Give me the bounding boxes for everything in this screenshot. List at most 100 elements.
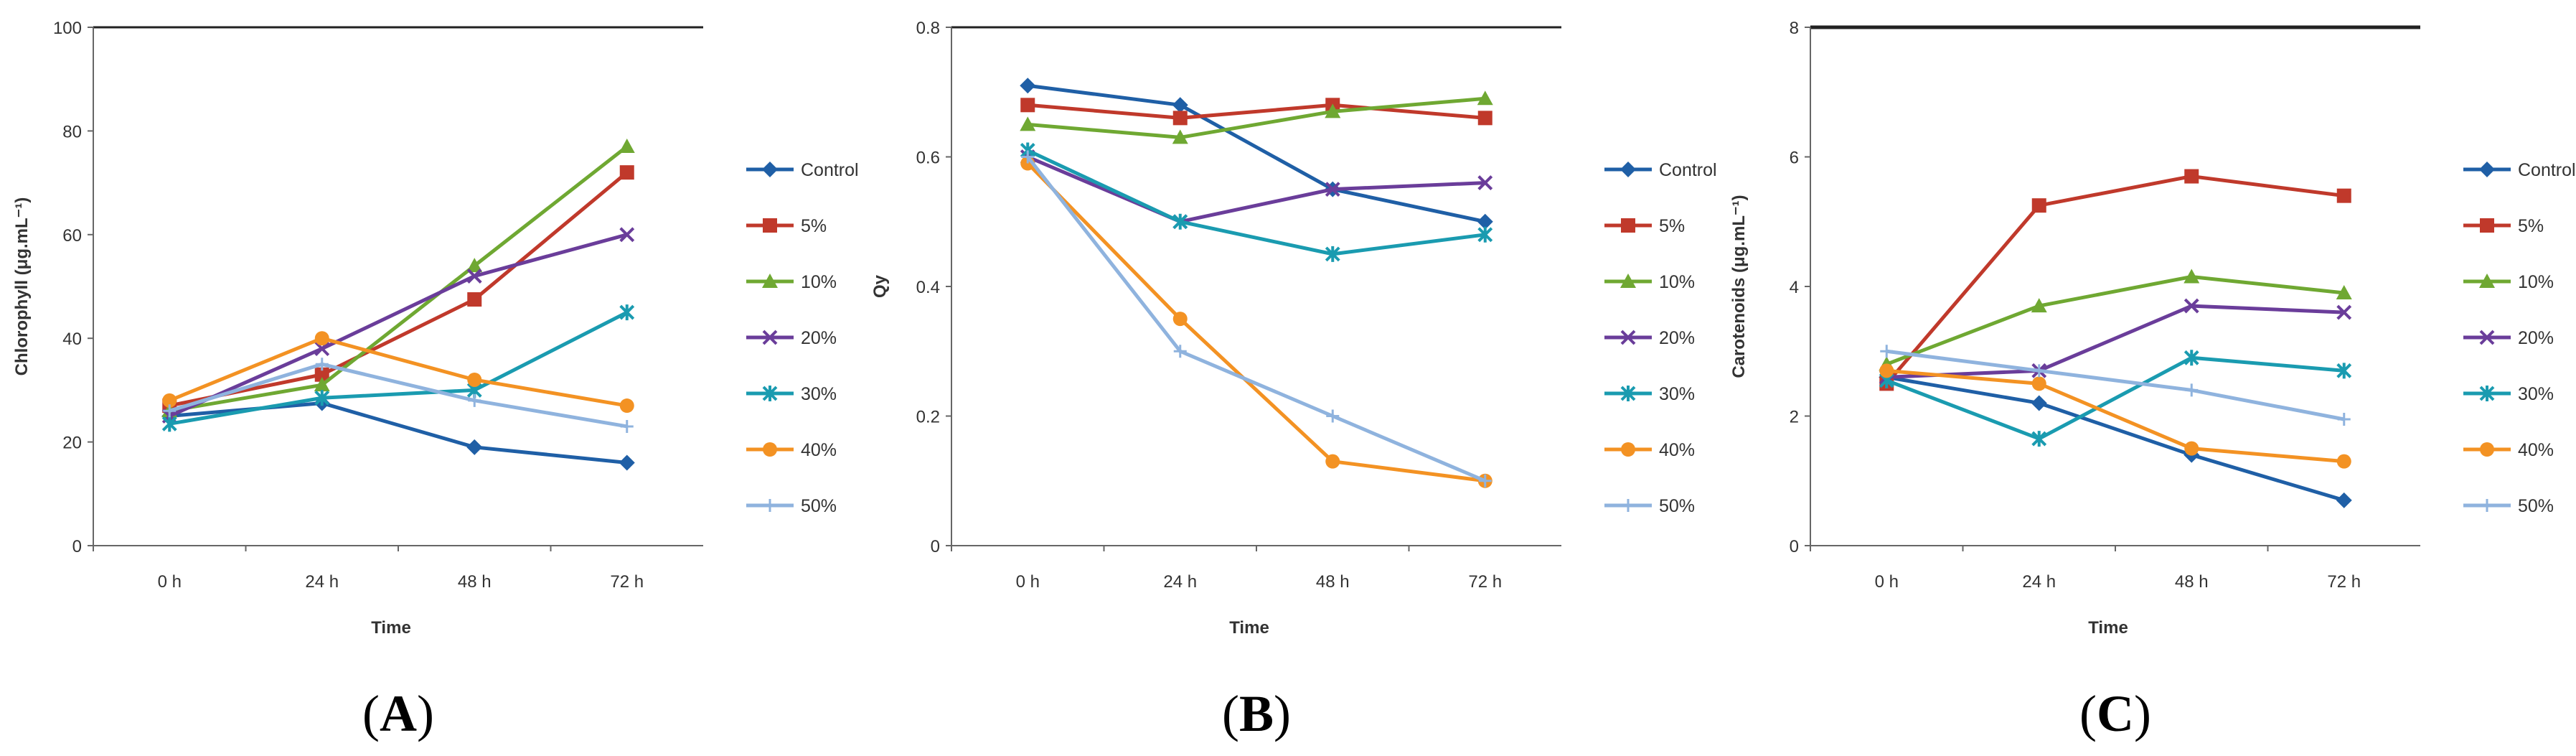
series-line-50pct (1886, 349, 2345, 421)
data-point-40pct (1879, 363, 1894, 378)
data-point-control (619, 454, 635, 471)
legend-swatch-marker (2479, 386, 2495, 401)
legend-item-10pct: 10% (746, 272, 837, 292)
legend-item-control: Control (746, 160, 859, 180)
data-point-20pct (2336, 304, 2352, 320)
series-line-30pct (1886, 355, 2344, 441)
y-tick-label: 40 (62, 330, 82, 349)
legend-item-20pct: 20% (1604, 328, 1695, 348)
data-point-30pct (2336, 363, 2352, 379)
series-40pct (162, 331, 634, 414)
series-50pct (1021, 150, 1492, 487)
data-point-10pct (2184, 269, 2200, 284)
legend-swatch-marker (763, 442, 777, 457)
legend-item-40pct: 40% (1604, 440, 1695, 460)
data-point-10pct (2336, 285, 2352, 300)
series-line-20pct (1886, 304, 2344, 379)
y-tick-label: 0.2 (916, 408, 940, 427)
data-point-10pct (619, 139, 635, 154)
data-point-30pct (1477, 226, 1493, 243)
data-point-40pct (1172, 312, 1188, 327)
legend-label: 5% (801, 216, 827, 236)
chart-panel-b: 0 0.2 0.4 0.6 0.8 0 h 24 h 48 h 72 h Time Qy Contro… (858, 0, 1717, 756)
legend-item-30pct: 30% (746, 384, 837, 404)
legend-label: 50% (2518, 496, 2554, 516)
x-tick-label: 0 h (1875, 572, 1899, 592)
series-10pct (1879, 269, 2352, 371)
data-point-50pct (1880, 345, 1894, 358)
data-point-50pct (468, 393, 481, 407)
y-tick-label: 60 (62, 226, 82, 246)
x-axis-title: Time (1229, 618, 1269, 638)
legend-swatch-marker (763, 218, 777, 233)
x-axis-title: Time (371, 618, 411, 638)
data-point-5pct (1477, 111, 1493, 126)
y-tick-label: 0.8 (916, 19, 940, 38)
legend-swatch-marker (2481, 499, 2493, 512)
legend-label: Control (2518, 160, 2576, 180)
data-point-50pct (315, 358, 329, 371)
legend-swatch-marker (762, 386, 778, 401)
data-point-30pct (1325, 246, 1340, 262)
series-line-20pct (169, 233, 628, 418)
data-point-20pct (2184, 298, 2199, 314)
y-tick-label: 8 (1790, 19, 1799, 38)
series-line-30pct (169, 310, 628, 426)
series-30pct (161, 304, 635, 432)
legend-swatch-marker (762, 162, 778, 177)
y-tick-label: 2 (1790, 408, 1799, 427)
series-line-control (1886, 375, 2345, 503)
data-point-5pct (2031, 198, 2046, 213)
series-line-10pct (169, 145, 629, 413)
data-point-50pct (1326, 409, 1340, 423)
chart-panel-a: 0 20 40 60 80 100 0 h 24 h 48 h 72 h Time Chlorophy… (0, 0, 859, 756)
legend-swatch-marker (1620, 330, 1636, 345)
legend-swatch-marker (1620, 162, 1636, 177)
data-point-20pct (1477, 175, 1493, 191)
legend-item-20pct: 20% (746, 328, 837, 348)
y-tick-label: 0 (931, 537, 940, 556)
series-50pct (163, 358, 634, 433)
legend-label: 10% (1659, 272, 1695, 292)
legend-label: 30% (1659, 384, 1695, 404)
legend-item-30pct: 30% (1604, 384, 1695, 404)
y-tick-label: 0 (1790, 537, 1799, 556)
chart-panel-c: 0 2 4 6 8 0 h 24 h 48 h 72 h Time Carotenoids (μg.… (1717, 0, 2576, 756)
legend: Control 5% 10% 20% 30% 40% 50% (1604, 160, 1717, 516)
series-line-50pct (169, 362, 628, 429)
data-point-20pct (466, 269, 482, 284)
data-point-10pct (1172, 129, 1188, 144)
data-point-control (1172, 97, 1188, 113)
data-point-5pct (314, 367, 329, 382)
data-point-10pct (1477, 90, 1493, 106)
series-line-5pct (1885, 174, 2345, 386)
x-axis-title: Time (2088, 618, 2128, 638)
data-point-50pct (1021, 150, 1035, 164)
data-point-control (1477, 213, 1493, 230)
data-point-50pct (2337, 413, 2351, 426)
data-point-5pct (2336, 188, 2351, 203)
y-tick-label: 4 (1790, 278, 1799, 297)
x-tick-label: 72 h (2327, 572, 2361, 592)
legend-label: 30% (801, 384, 837, 404)
y-axis-title: Qy (870, 274, 890, 298)
data-point-50pct (1478, 474, 1492, 487)
legend-item-5pct: 5% (746, 216, 827, 236)
series-line-10pct (1886, 274, 2345, 366)
series-line-40pct (169, 336, 628, 408)
x-tick-label: 72 h (1468, 572, 1502, 592)
series-line-control (1027, 83, 1486, 224)
legend-item-20pct: 20% (2463, 328, 2554, 348)
data-point-40pct (1325, 454, 1340, 469)
data-point-50pct (2032, 364, 2046, 378)
y-tick-label: 0 (72, 537, 82, 556)
series-line-30pct (1027, 149, 1486, 256)
x-tick-label: 72 h (610, 572, 644, 592)
data-point-40pct (2184, 441, 2199, 456)
data-point-5pct (619, 165, 634, 180)
series-5pct (162, 165, 634, 414)
legend-swatch-marker (1621, 442, 1635, 457)
series-control (1879, 369, 2352, 508)
data-point-10pct (1020, 116, 1036, 131)
legend-label: 10% (801, 272, 837, 292)
